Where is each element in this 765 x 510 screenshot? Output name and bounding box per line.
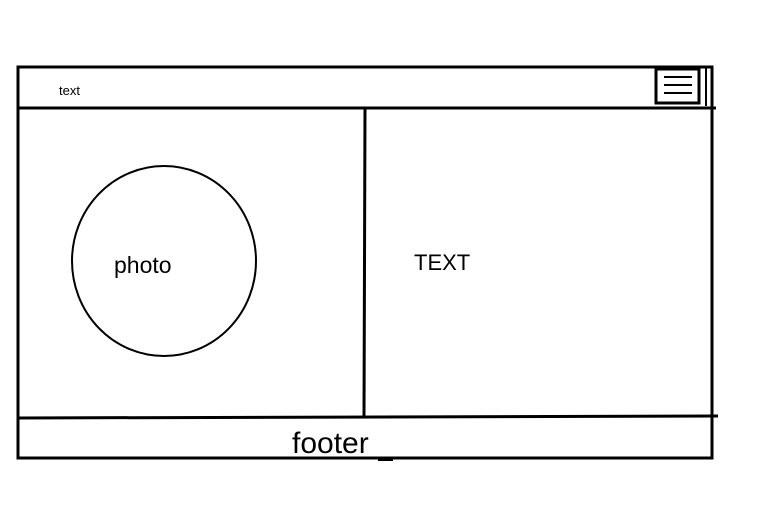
header-text: text (59, 83, 80, 98)
photo-placeholder (71, 165, 257, 357)
main-text: TEXT (414, 250, 471, 275)
hamburger-menu-icon[interactable] (654, 67, 701, 105)
menu-icon-border (654, 67, 701, 105)
footer-text: footer (292, 427, 369, 460)
photo-label: photo (114, 252, 172, 278)
column-divider (362, 107, 367, 419)
footer-divider (17, 414, 719, 420)
page-frame (16, 65, 714, 460)
